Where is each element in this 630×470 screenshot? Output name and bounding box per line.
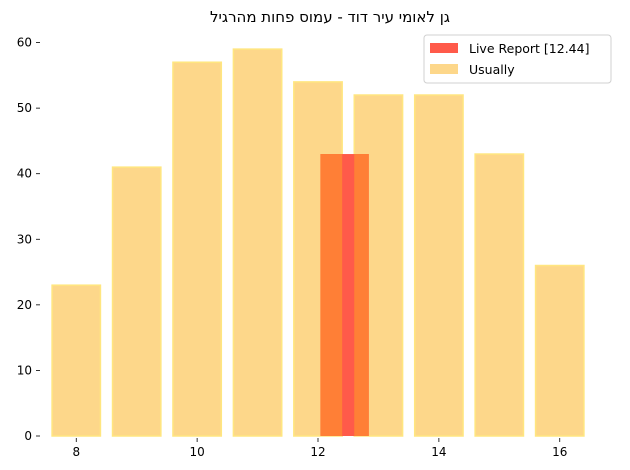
legend-frame — [423, 34, 612, 84]
legend-label-usually: Usually — [469, 62, 515, 77]
legend: Live Report [12.44] Usually — [423, 34, 612, 84]
x-tick-label-16: 16 — [552, 445, 567, 459]
x-tick-label-12: 12 — [310, 445, 325, 459]
legend-label-live-report: Live Report [12.44] — [469, 41, 589, 56]
y-axis: 0 10 20 30 40 50 60 — [17, 36, 40, 443]
y-tick-label-20: 20 — [17, 298, 32, 312]
y-tick-label-10: 10 — [17, 363, 32, 377]
bar-usually-15 — [474, 153, 525, 437]
bar-overlap-13 — [354, 154, 369, 437]
x-tick-label-10: 10 — [189, 445, 204, 459]
x-axis: 8 10 12 14 16 — [72, 438, 567, 459]
bar-usually-14 — [413, 94, 464, 437]
usually-bars — [51, 48, 585, 437]
x-tick-label-8: 8 — [72, 445, 80, 459]
y-tick-label-0: 0 — [24, 429, 32, 443]
bar-usually-10 — [172, 61, 223, 437]
y-tick-label-30: 30 — [17, 232, 32, 246]
bar-usually-8 — [51, 284, 102, 437]
legend-swatch-live-report — [430, 43, 458, 53]
y-tick-label-50: 50 — [17, 101, 32, 115]
y-tick-label-60: 60 — [17, 36, 32, 50]
bar-usually-9 — [111, 166, 162, 437]
y-tick-label-40: 40 — [17, 167, 32, 181]
bar-usually-11 — [232, 48, 283, 437]
bar-usually-16 — [534, 264, 585, 437]
x-tick-label-14: 14 — [431, 445, 446, 459]
bar-overlap-12 — [320, 154, 343, 437]
overlap-bars — [320, 154, 369, 437]
chart-title: גן לאומי עיר דוד - עמוס פחות מהרגיל — [210, 8, 450, 26]
legend-swatch-usually — [430, 64, 458, 74]
